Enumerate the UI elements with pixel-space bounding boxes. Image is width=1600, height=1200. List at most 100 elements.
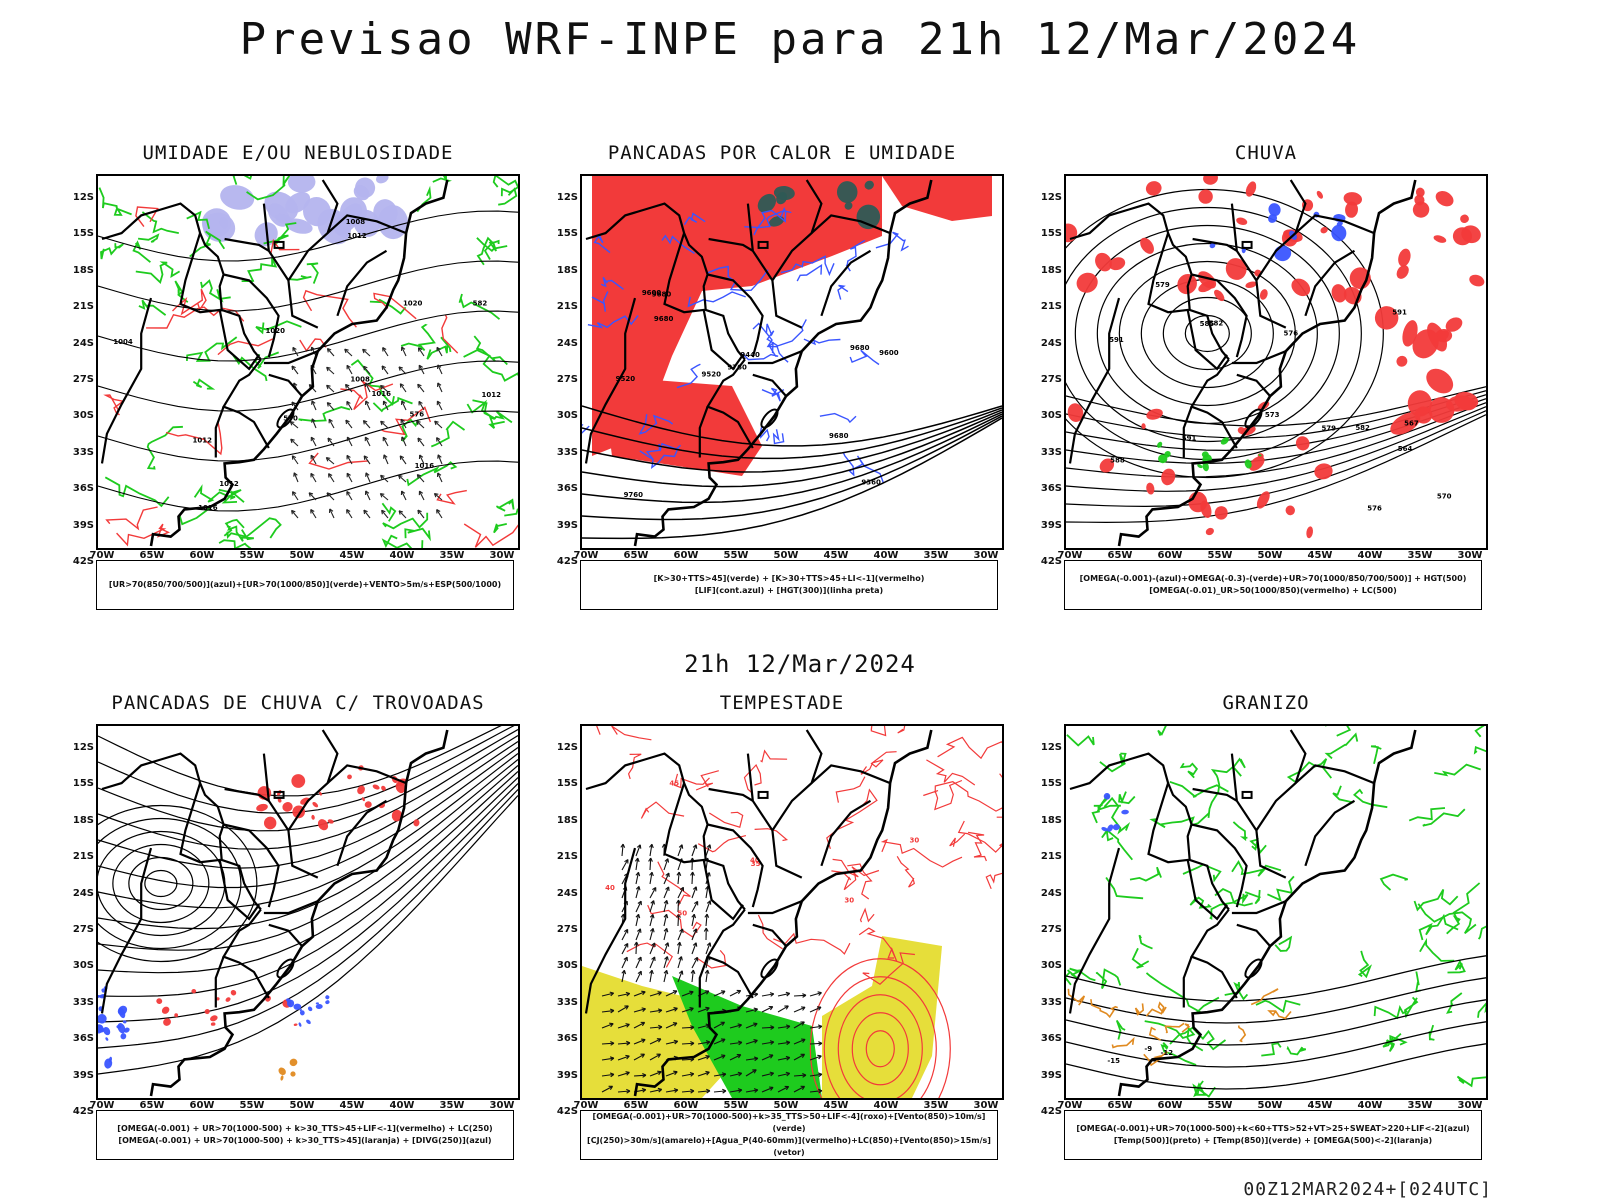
contour-line: [582, 413, 1002, 504]
state-border: [1231, 350, 1287, 365]
wind-vector: [310, 509, 317, 519]
lifted-index-contour-blue: [780, 255, 835, 277]
temp850-contour-green: [1189, 896, 1213, 909]
contour-value-label: 9680: [829, 432, 849, 440]
state-border: [268, 373, 303, 397]
lifted-index-contour-blue: [796, 263, 823, 282]
humidity-contour-green: [141, 211, 179, 234]
latitude-tick-label: 12S: [1040, 192, 1062, 203]
wind-vector: [665, 1070, 678, 1077]
panel-legend: [OMEGA(-0.001)+UR>70(1000-500)+k<60+TTS>…: [1064, 1110, 1482, 1160]
wind-vector: [400, 490, 407, 501]
longitude-tick-label: 30W: [973, 550, 999, 561]
divergence-area-blue: [307, 1006, 313, 1012]
contour-line: [98, 734, 518, 850]
wind-vector: [633, 1053, 645, 1061]
longitude-tick-label: 50W: [1257, 550, 1283, 561]
lagoon: [1244, 408, 1263, 429]
instability-area-red: [882, 176, 992, 221]
wind-vector: [379, 384, 389, 393]
hail-area-blue: [1101, 826, 1108, 832]
divergence-area-blue: [103, 1026, 111, 1036]
temp850-contour-green: [1118, 791, 1136, 805]
temp850-contour-green: [1379, 873, 1408, 891]
contour-value-label: 1012: [481, 391, 501, 399]
contour-line: [1140, 278, 1274, 389]
divergence-area-blue: [286, 998, 291, 1003]
omega-contour-orange: [1148, 1026, 1162, 1041]
rain-area-red: [1402, 320, 1418, 347]
latitude-tick-label: 42S: [1040, 1106, 1062, 1117]
contour-line: [98, 753, 518, 909]
wind-vector: [705, 844, 712, 857]
wind-vector: [663, 899, 669, 913]
contour-line: [1066, 406, 1486, 492]
contour-line: [582, 405, 1002, 447]
legend-line: [OMEGA(-0.001)-(azul)+OMEGA(-0.3)-(verde…: [1079, 574, 1467, 583]
reservoir: [273, 240, 285, 249]
wind-vector: [417, 437, 425, 447]
state-border: [747, 900, 803, 915]
water-contour-red: [835, 776, 866, 803]
wind-vector: [677, 886, 685, 899]
rain-area-red: [1285, 505, 1295, 516]
state-border: [214, 406, 225, 458]
water-contour-red: [896, 855, 915, 888]
state-border: [746, 753, 803, 879]
humidity-contour-green: [404, 527, 431, 542]
latitude-tick-label: 39S: [1040, 519, 1062, 531]
contour-line: [98, 777, 518, 997]
wind-vector: [436, 472, 443, 483]
humidity-contour-green: [483, 239, 500, 260]
wind-vector: [344, 383, 353, 393]
latitude-tick-label: 30S: [1040, 410, 1062, 422]
lagoon: [1244, 958, 1263, 979]
temp850-contour-green: [1434, 763, 1481, 777]
contour-value-label: 50: [677, 909, 687, 917]
storm-area-orange: [290, 1071, 296, 1077]
temp850-contour-green: [1286, 1045, 1307, 1056]
latitude-tick-label: 24S: [72, 337, 94, 349]
wind-vector: [326, 366, 335, 375]
longitude-tick-label: 70W: [89, 550, 115, 561]
rain-area-red: [1461, 225, 1481, 244]
water-contour-red: [697, 835, 747, 853]
contour-line: [98, 795, 518, 1075]
temp850-contour-green: [1192, 1080, 1216, 1098]
wind-vector: [346, 472, 353, 483]
state-border: [263, 900, 319, 915]
map-canvas: 9680976096809680976096809600960095209520…: [582, 176, 1002, 547]
storm-area-red: [204, 1009, 210, 1015]
rain-area-red: [1435, 191, 1454, 207]
temp850-contour-green: [1231, 859, 1282, 877]
wind-vector: [677, 928, 684, 941]
lifted-index-contour-blue: [803, 338, 841, 346]
contour-line: [98, 726, 515, 814]
wind-vector: [633, 1021, 646, 1029]
thickness-contour-red: [135, 206, 159, 228]
rain-area-red: [1426, 368, 1454, 394]
temp850-contour-green: [1422, 808, 1466, 827]
contour-value-label: 582: [473, 300, 488, 308]
rain-area-red: [1066, 223, 1078, 243]
humidity-contour-green: [223, 518, 245, 537]
contour-line: [128, 856, 194, 911]
hail-area-blue: [1112, 824, 1120, 831]
temp850-contour-green: [1408, 807, 1446, 822]
wind-vector: [745, 1007, 759, 1013]
contour-value-label: 1016: [415, 462, 435, 470]
panel-legend: [OMEGA(-0.001) + UR>70(1000-500) + k>30_…: [96, 1110, 514, 1160]
latitude-tick-label: 18S: [1040, 814, 1062, 826]
contour-line: [851, 1012, 909, 1086]
contour-value-label: 582: [1355, 424, 1370, 432]
wind-vector: [761, 1025, 775, 1030]
rain-area-red: [1236, 217, 1248, 225]
lifted-index-contour-blue: [600, 276, 624, 290]
state-border: [1182, 956, 1193, 1008]
longitude-tick-label: 55W: [1207, 1100, 1233, 1111]
wind-vector: [676, 871, 682, 885]
rain-area-red: [1314, 463, 1333, 480]
wind-vector: [729, 1053, 742, 1061]
divergence-area-blue: [315, 1004, 323, 1009]
longitude-tick-label: 55W: [723, 1100, 749, 1111]
